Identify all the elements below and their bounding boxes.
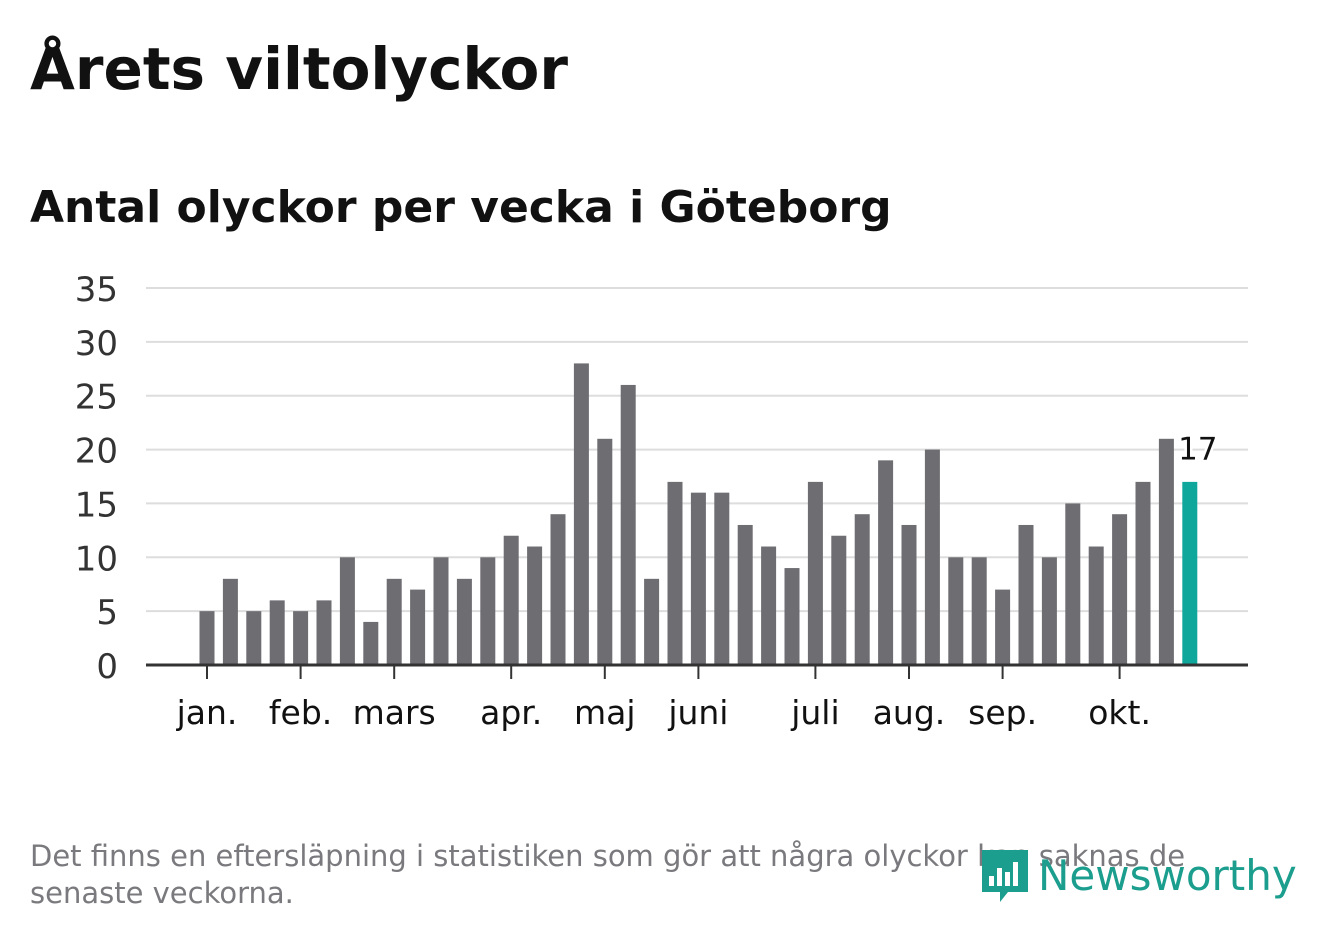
- bar: [222, 578, 238, 665]
- bar: [995, 589, 1011, 665]
- bar: [597, 438, 613, 665]
- y-tick-label: 0: [96, 647, 118, 687]
- bar: [807, 481, 823, 665]
- bar-chart: 0 5 10 15 20 25 30 35 17 jan. feb. mars apr. maj juni j…: [75, 270, 1248, 732]
- chart-subtitle: Antal olyckor per vecka i Göteborg: [30, 182, 892, 233]
- bar: [1041, 557, 1057, 665]
- bar: [246, 611, 262, 665]
- newsworthy-logo[interactable]: Newsworthy: [980, 848, 1297, 904]
- x-tick-label: okt.: [1088, 693, 1151, 732]
- x-tick-label: mars: [353, 693, 436, 732]
- x-tick-label: maj: [574, 693, 636, 732]
- bar: [667, 481, 683, 665]
- bar: [901, 524, 917, 665]
- y-tick-label: 35: [75, 270, 118, 310]
- bar: [620, 384, 636, 665]
- bar: [831, 535, 847, 665]
- bar: [1065, 503, 1081, 665]
- x-tick-label: juli: [790, 693, 839, 732]
- bar: [737, 524, 753, 665]
- y-tick-label: 5: [96, 593, 118, 633]
- x-tick-label: juni: [667, 693, 728, 732]
- bar: [644, 578, 660, 665]
- bar: [1018, 524, 1034, 665]
- bar: [1088, 546, 1104, 665]
- x-tick-label: feb.: [269, 693, 332, 732]
- bar: [503, 535, 519, 665]
- y-tick-label: 10: [75, 539, 118, 579]
- bar: [456, 578, 472, 665]
- bar: [854, 514, 870, 665]
- bar: [433, 557, 449, 665]
- y-tick-label: 30: [75, 324, 118, 364]
- bar: [269, 600, 285, 665]
- bar: [339, 557, 355, 665]
- bar: [480, 557, 496, 665]
- bar: [690, 492, 706, 665]
- bar: [316, 600, 332, 665]
- y-tick-label: 20: [75, 432, 118, 472]
- bar: [948, 557, 964, 665]
- bar: [293, 611, 309, 665]
- bar: [924, 449, 940, 665]
- bar: [527, 546, 543, 665]
- bar: [714, 492, 730, 665]
- newsworthy-bar-chart-icon: [982, 850, 1028, 902]
- bar: [761, 546, 777, 665]
- data-label: 17: [1178, 432, 1217, 468]
- highlight-bar: [1182, 481, 1198, 665]
- bar: [199, 611, 215, 665]
- x-tick-label: aug.: [873, 693, 946, 732]
- bar: [784, 568, 800, 665]
- y-tick-label: 25: [75, 378, 118, 418]
- bar: [573, 363, 589, 665]
- y-tick-label: 15: [75, 485, 118, 525]
- x-tick-label: sep.: [968, 693, 1037, 732]
- bar: [550, 514, 566, 665]
- bar: [1135, 481, 1151, 665]
- x-tick-label: apr.: [480, 693, 542, 732]
- logo-text: Newsworthy: [1038, 851, 1297, 900]
- bar: [971, 557, 987, 665]
- bar: [878, 460, 894, 665]
- bar: [386, 578, 402, 665]
- bar: [1158, 438, 1174, 665]
- bar: [363, 621, 379, 665]
- bar: [1112, 514, 1128, 665]
- bar: [410, 589, 426, 665]
- chart-title: Årets viltolyckor: [30, 35, 568, 103]
- x-tick-label: jan.: [176, 693, 238, 732]
